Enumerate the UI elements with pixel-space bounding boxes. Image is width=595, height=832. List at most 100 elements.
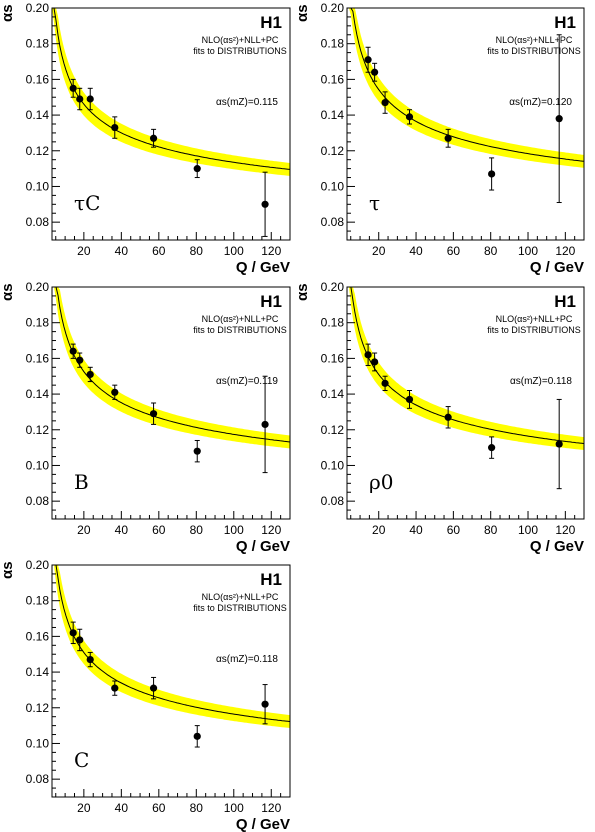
data-point [364, 46, 372, 73]
y-tick-label: 0.14 [26, 665, 50, 679]
uncertainty-band [52, 287, 290, 449]
point-marker [76, 636, 84, 644]
data-point [405, 390, 414, 409]
y-tick-label: 0.20 [26, 280, 50, 294]
point-marker [193, 165, 201, 173]
y-tick-label: 0.10 [321, 458, 345, 472]
y-tick-label: 0.20 [26, 1, 50, 15]
point-marker [76, 356, 84, 364]
x-tick-label: 60 [152, 244, 166, 258]
y-tick-label: 0.16 [321, 351, 345, 365]
fit-note-line1: NLO(αs²)+NLL+PC [202, 35, 279, 45]
point-marker [444, 413, 452, 421]
plot-area [52, 565, 290, 728]
data-point [381, 375, 389, 392]
point-marker [111, 123, 119, 132]
x-tick-label: 100 [224, 244, 244, 258]
data-point [371, 62, 379, 82]
fit-curve [52, 287, 290, 443]
alpha-s-value-label: αs(mZ)=0.120 [509, 97, 572, 108]
data-point [69, 343, 77, 359]
fit-note-line2: fits to DISTRIBUTIONS [487, 46, 581, 56]
point-marker [69, 84, 77, 92]
alpha-s-value-label: αs(mZ)=0.115 [216, 97, 278, 108]
point-marker [86, 370, 94, 379]
data-point [149, 676, 158, 700]
y-tick-label: 0.08 [26, 215, 50, 229]
x-tick-label: 40 [409, 523, 423, 537]
x-tick-label: 20 [77, 523, 91, 537]
y-tick-label: 0.12 [26, 144, 50, 158]
experiment-label: H1 [554, 292, 576, 311]
x-tick-label: 20 [372, 244, 386, 258]
y-tick-label: 0.16 [26, 72, 50, 86]
x-tick-label: 20 [372, 523, 386, 537]
fit-note-line1: NLO(αs²)+NLL+PC [202, 314, 279, 324]
y-tick-label: 0.20 [321, 1, 345, 15]
x-tick-label: 40 [115, 244, 129, 258]
panel-4: 20 40 60 80 100 120 0.08 0.10 0.12 0.14 0.16 0.18 0.… [294, 280, 585, 555]
y-axis-label: αs [294, 4, 311, 22]
experiment-label: H1 [260, 570, 282, 589]
data-point [76, 352, 84, 368]
y-tick-label: 0.12 [26, 423, 50, 437]
data-point [193, 159, 201, 179]
y-tick-label: 0.10 [26, 736, 50, 750]
point-marker [405, 395, 414, 404]
point-marker [111, 388, 119, 396]
data-point [371, 352, 379, 372]
x-tick-label: 40 [115, 523, 129, 537]
x-tick-label: 120 [555, 523, 575, 537]
point-marker [405, 113, 414, 121]
plot-area [347, 287, 584, 450]
panel-1: 20 40 60 80 100 120 0.08 0.10 0.12 0.14 0.16 0.18 0.… [0, 1, 291, 276]
y-axis-label: αs [0, 283, 16, 301]
x-tick-label: 120 [261, 523, 281, 537]
x-tick-label: 60 [447, 244, 461, 258]
data-point [111, 384, 119, 400]
point-marker [149, 410, 158, 418]
y-tick-label: 0.16 [26, 351, 50, 365]
y-tick-label: 0.08 [26, 494, 50, 508]
point-marker [149, 134, 158, 142]
experiment-label: H1 [554, 13, 576, 32]
y-tick-label: 0.16 [321, 72, 345, 86]
y-tick-label: 0.08 [26, 772, 50, 786]
data-point [76, 628, 84, 652]
x-axis-label: Q / GeV [236, 259, 290, 276]
data-point [76, 87, 84, 111]
x-tick-label: 60 [447, 523, 461, 537]
data-point [444, 406, 452, 429]
y-tick-label: 0.14 [321, 108, 345, 122]
x-tick-label: 60 [152, 523, 166, 537]
x-tick-label: 100 [518, 244, 538, 258]
data-point [111, 116, 119, 139]
point-marker [444, 134, 452, 142]
data-point [488, 436, 496, 459]
data-point [364, 343, 372, 367]
observable-label: τC [74, 191, 100, 215]
point-marker [69, 347, 77, 355]
data-point [149, 402, 158, 425]
fit-note-line1: NLO(αs²)+NLL+PC [202, 592, 279, 602]
x-tick-label: 120 [261, 244, 281, 258]
data-point [444, 128, 452, 148]
point-marker [555, 115, 563, 123]
data-point [261, 375, 269, 474]
point-marker [371, 358, 379, 366]
y-tick-label: 0.08 [321, 494, 345, 508]
x-tick-label: 20 [77, 244, 91, 258]
y-tick-label: 0.14 [26, 108, 50, 122]
alpha-s-value-label: αs(mZ)=0.119 [216, 376, 278, 387]
y-tick-label: 0.14 [26, 387, 50, 401]
y-axis-label: αs [0, 561, 16, 579]
observable-label: ρ0 [369, 470, 393, 494]
x-tick-label: 100 [224, 801, 244, 815]
fit-curve [52, 8, 290, 170]
x-tick-label: 80 [484, 523, 498, 537]
x-tick-label: 100 [518, 523, 538, 537]
point-marker [86, 655, 94, 664]
y-axis-label: αs [294, 283, 311, 301]
point-marker [261, 200, 269, 208]
